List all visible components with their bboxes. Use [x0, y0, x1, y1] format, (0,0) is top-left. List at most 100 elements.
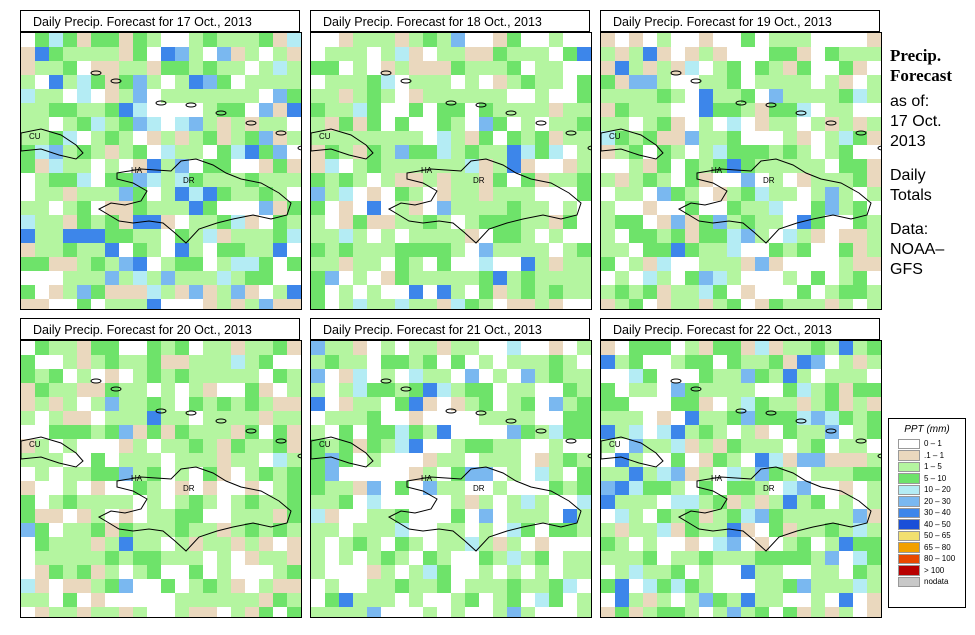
totals-label: Totals — [890, 187, 932, 204]
precip-cell — [643, 467, 657, 481]
precip-cell — [615, 369, 629, 383]
precip-cell — [853, 159, 867, 173]
precip-cell — [217, 299, 231, 309]
precip-cell — [287, 215, 301, 229]
precip-cell — [451, 411, 465, 425]
precip-cell — [35, 481, 49, 495]
precip-cell — [671, 565, 685, 579]
precip-cell — [811, 425, 825, 439]
precip-cell — [615, 229, 629, 243]
precip-cell — [395, 61, 409, 75]
precip-cell — [643, 201, 657, 215]
precip-cell — [479, 425, 493, 439]
precip-cell — [769, 565, 783, 579]
precip-cell — [91, 159, 105, 173]
precip-cell — [381, 397, 395, 411]
precip-cell — [395, 33, 409, 47]
precip-cell — [629, 411, 643, 425]
precip-cell — [465, 201, 479, 215]
precip-cell — [839, 131, 853, 145]
precip-cell — [217, 383, 231, 397]
precip-cell — [853, 369, 867, 383]
precip-cell — [381, 103, 395, 117]
precip-cell — [245, 285, 259, 299]
precip-cell — [325, 215, 339, 229]
precip-cell — [409, 75, 423, 89]
precip-cell — [105, 341, 119, 355]
precip-cell — [769, 425, 783, 439]
precip-cell — [161, 75, 175, 89]
precip-cell — [563, 89, 577, 103]
precip-cell — [21, 285, 35, 299]
precip-cell — [259, 117, 273, 131]
precip-cell — [203, 425, 217, 439]
precip-cell — [507, 173, 521, 187]
precip-cell — [755, 33, 769, 47]
precip-cell — [465, 481, 479, 495]
precip-cell — [643, 33, 657, 47]
precip-cell — [119, 173, 133, 187]
precip-cell — [231, 579, 245, 593]
precip-cell — [189, 299, 203, 309]
precip-cell — [549, 229, 563, 243]
precip-cell — [203, 201, 217, 215]
precip-cell — [105, 453, 119, 467]
precip-cell — [231, 565, 245, 579]
precip-cell — [353, 439, 367, 453]
precip-cell — [465, 467, 479, 481]
precip-cell — [395, 131, 409, 145]
precip-cell — [615, 173, 629, 187]
precip-cell — [685, 439, 699, 453]
precip-cell — [119, 271, 133, 285]
precip-cell — [507, 61, 521, 75]
precip-cell — [493, 579, 507, 593]
precip-cell — [133, 201, 147, 215]
precip-cell — [643, 159, 657, 173]
precip-cell — [21, 467, 35, 481]
precip-cell — [175, 299, 189, 309]
precip-cell — [451, 33, 465, 47]
precip-cell — [161, 187, 175, 201]
precip-cell — [287, 145, 301, 159]
precip-cell — [839, 509, 853, 523]
precip-cell — [189, 173, 203, 187]
coastline — [601, 70, 881, 244]
precip-cell — [825, 117, 839, 131]
precip-cell — [63, 229, 77, 243]
precip-cell — [465, 117, 479, 131]
precip-cell — [325, 579, 339, 593]
precip-cell — [49, 243, 63, 257]
precip-cell — [769, 495, 783, 509]
precip-cell — [615, 467, 629, 481]
precip-cell — [133, 593, 147, 607]
island-path — [185, 410, 197, 416]
precip-cell — [77, 103, 91, 117]
precip-cell — [811, 159, 825, 173]
precip-cell — [35, 103, 49, 117]
precip-cell — [437, 453, 451, 467]
precip-cell — [685, 229, 699, 243]
precip-cell — [35, 537, 49, 551]
precip-cell — [839, 453, 853, 467]
precip-cell — [147, 509, 161, 523]
precip-cell — [853, 565, 867, 579]
precip-cell — [783, 509, 797, 523]
precip-cell — [259, 257, 273, 271]
precip-cell — [105, 173, 119, 187]
precip-cell — [77, 397, 91, 411]
precip-cell — [535, 565, 549, 579]
precip-cell — [259, 551, 273, 565]
precip-cell — [465, 355, 479, 369]
precip-cell — [577, 33, 591, 47]
legend-swatch — [898, 461, 920, 472]
precip-cell — [601, 509, 615, 523]
precip-cell — [563, 467, 577, 481]
precip-cell — [119, 537, 133, 551]
precip-cell — [521, 257, 535, 271]
precip-cell — [839, 61, 853, 75]
precip-cell — [147, 369, 161, 383]
precip-cell — [755, 439, 769, 453]
precip-cell — [867, 159, 881, 173]
